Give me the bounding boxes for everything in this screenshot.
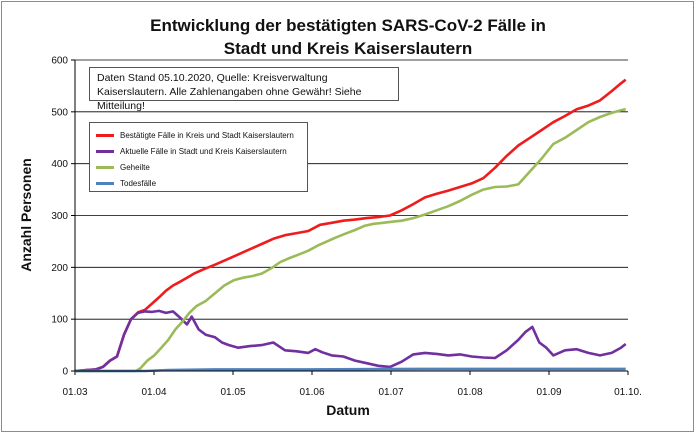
chart-legend: Bestätigte Fälle in Kreis und Stadt Kais… bbox=[89, 122, 308, 192]
x-axis-ticks: 01.03 01.04 01.05 01.06 01.07 01.08 01.09 01.10… bbox=[62, 371, 642, 398]
series-line-0 bbox=[74, 78, 627, 373]
chart-title-line-1: Entwicklung der bestätigten SARS-CoV-2 F… bbox=[150, 16, 546, 35]
legend-label: Geheilte bbox=[120, 162, 150, 172]
x-tick-label: 01.10. bbox=[614, 387, 642, 398]
axes bbox=[74, 60, 628, 372]
y-tick-label: 300 bbox=[51, 211, 68, 222]
series-line-1 bbox=[74, 309, 627, 373]
legend-item-1: Aktuelle Fälle in Stadt und Kreis Kaiser… bbox=[96, 143, 301, 159]
chart-title: Entwicklung der bestätigten SARS-CoV-2 F… bbox=[0, 14, 696, 60]
x-axis-label: Datum bbox=[326, 402, 370, 418]
x-tick-label: 01.04 bbox=[141, 387, 166, 398]
data-source-note-line-1: Daten Stand 05.10.2020, Quelle: Kreisver… bbox=[97, 72, 328, 84]
legend-swatch bbox=[96, 149, 114, 153]
legend-swatch bbox=[96, 181, 114, 185]
legend-item-3: Todesfälle bbox=[96, 175, 301, 191]
y-tick-label: 500 bbox=[51, 107, 68, 118]
legend-label: Todesfälle bbox=[120, 178, 157, 188]
x-tick-label: 01.05 bbox=[220, 387, 245, 398]
x-tick-label: 01.07 bbox=[378, 387, 403, 398]
legend-item-2: Geheilte bbox=[96, 159, 301, 175]
data-source-note-line-2: Kaiserslautern. Alle Zahlenangaben ohne … bbox=[97, 86, 362, 112]
y-tick-label: 600 bbox=[51, 56, 68, 67]
x-tick-label: 01.09 bbox=[536, 387, 561, 398]
legend-item-0: Bestätigte Fälle in Kreis und Stadt Kais… bbox=[96, 127, 301, 143]
y-tick-label: 0 bbox=[62, 367, 68, 378]
series-line-2 bbox=[75, 107, 626, 373]
x-tick-label: 01.08 bbox=[457, 387, 482, 398]
x-tick-label: 01.03 bbox=[62, 387, 87, 398]
y-axis-ticks: 0 100 200 300 400 500 600 bbox=[51, 56, 75, 378]
x-tick-label: 01.06 bbox=[299, 387, 324, 398]
legend-label: Bestätigte Fälle in Kreis und Stadt Kais… bbox=[120, 130, 294, 140]
chart-title-line-2: Stadt und Kreis Kaiserslautern bbox=[223, 39, 473, 58]
y-tick-label: 200 bbox=[51, 263, 68, 274]
y-tick-label: 100 bbox=[51, 315, 68, 326]
y-tick-label: 400 bbox=[51, 159, 68, 170]
legend-swatch bbox=[96, 133, 114, 137]
data-source-note: Daten Stand 05.10.2020, Quelle: Kreisver… bbox=[89, 67, 399, 112]
legend-label: Aktuelle Fälle in Stadt und Kreis Kaiser… bbox=[120, 146, 287, 156]
legend-swatch bbox=[96, 165, 114, 169]
